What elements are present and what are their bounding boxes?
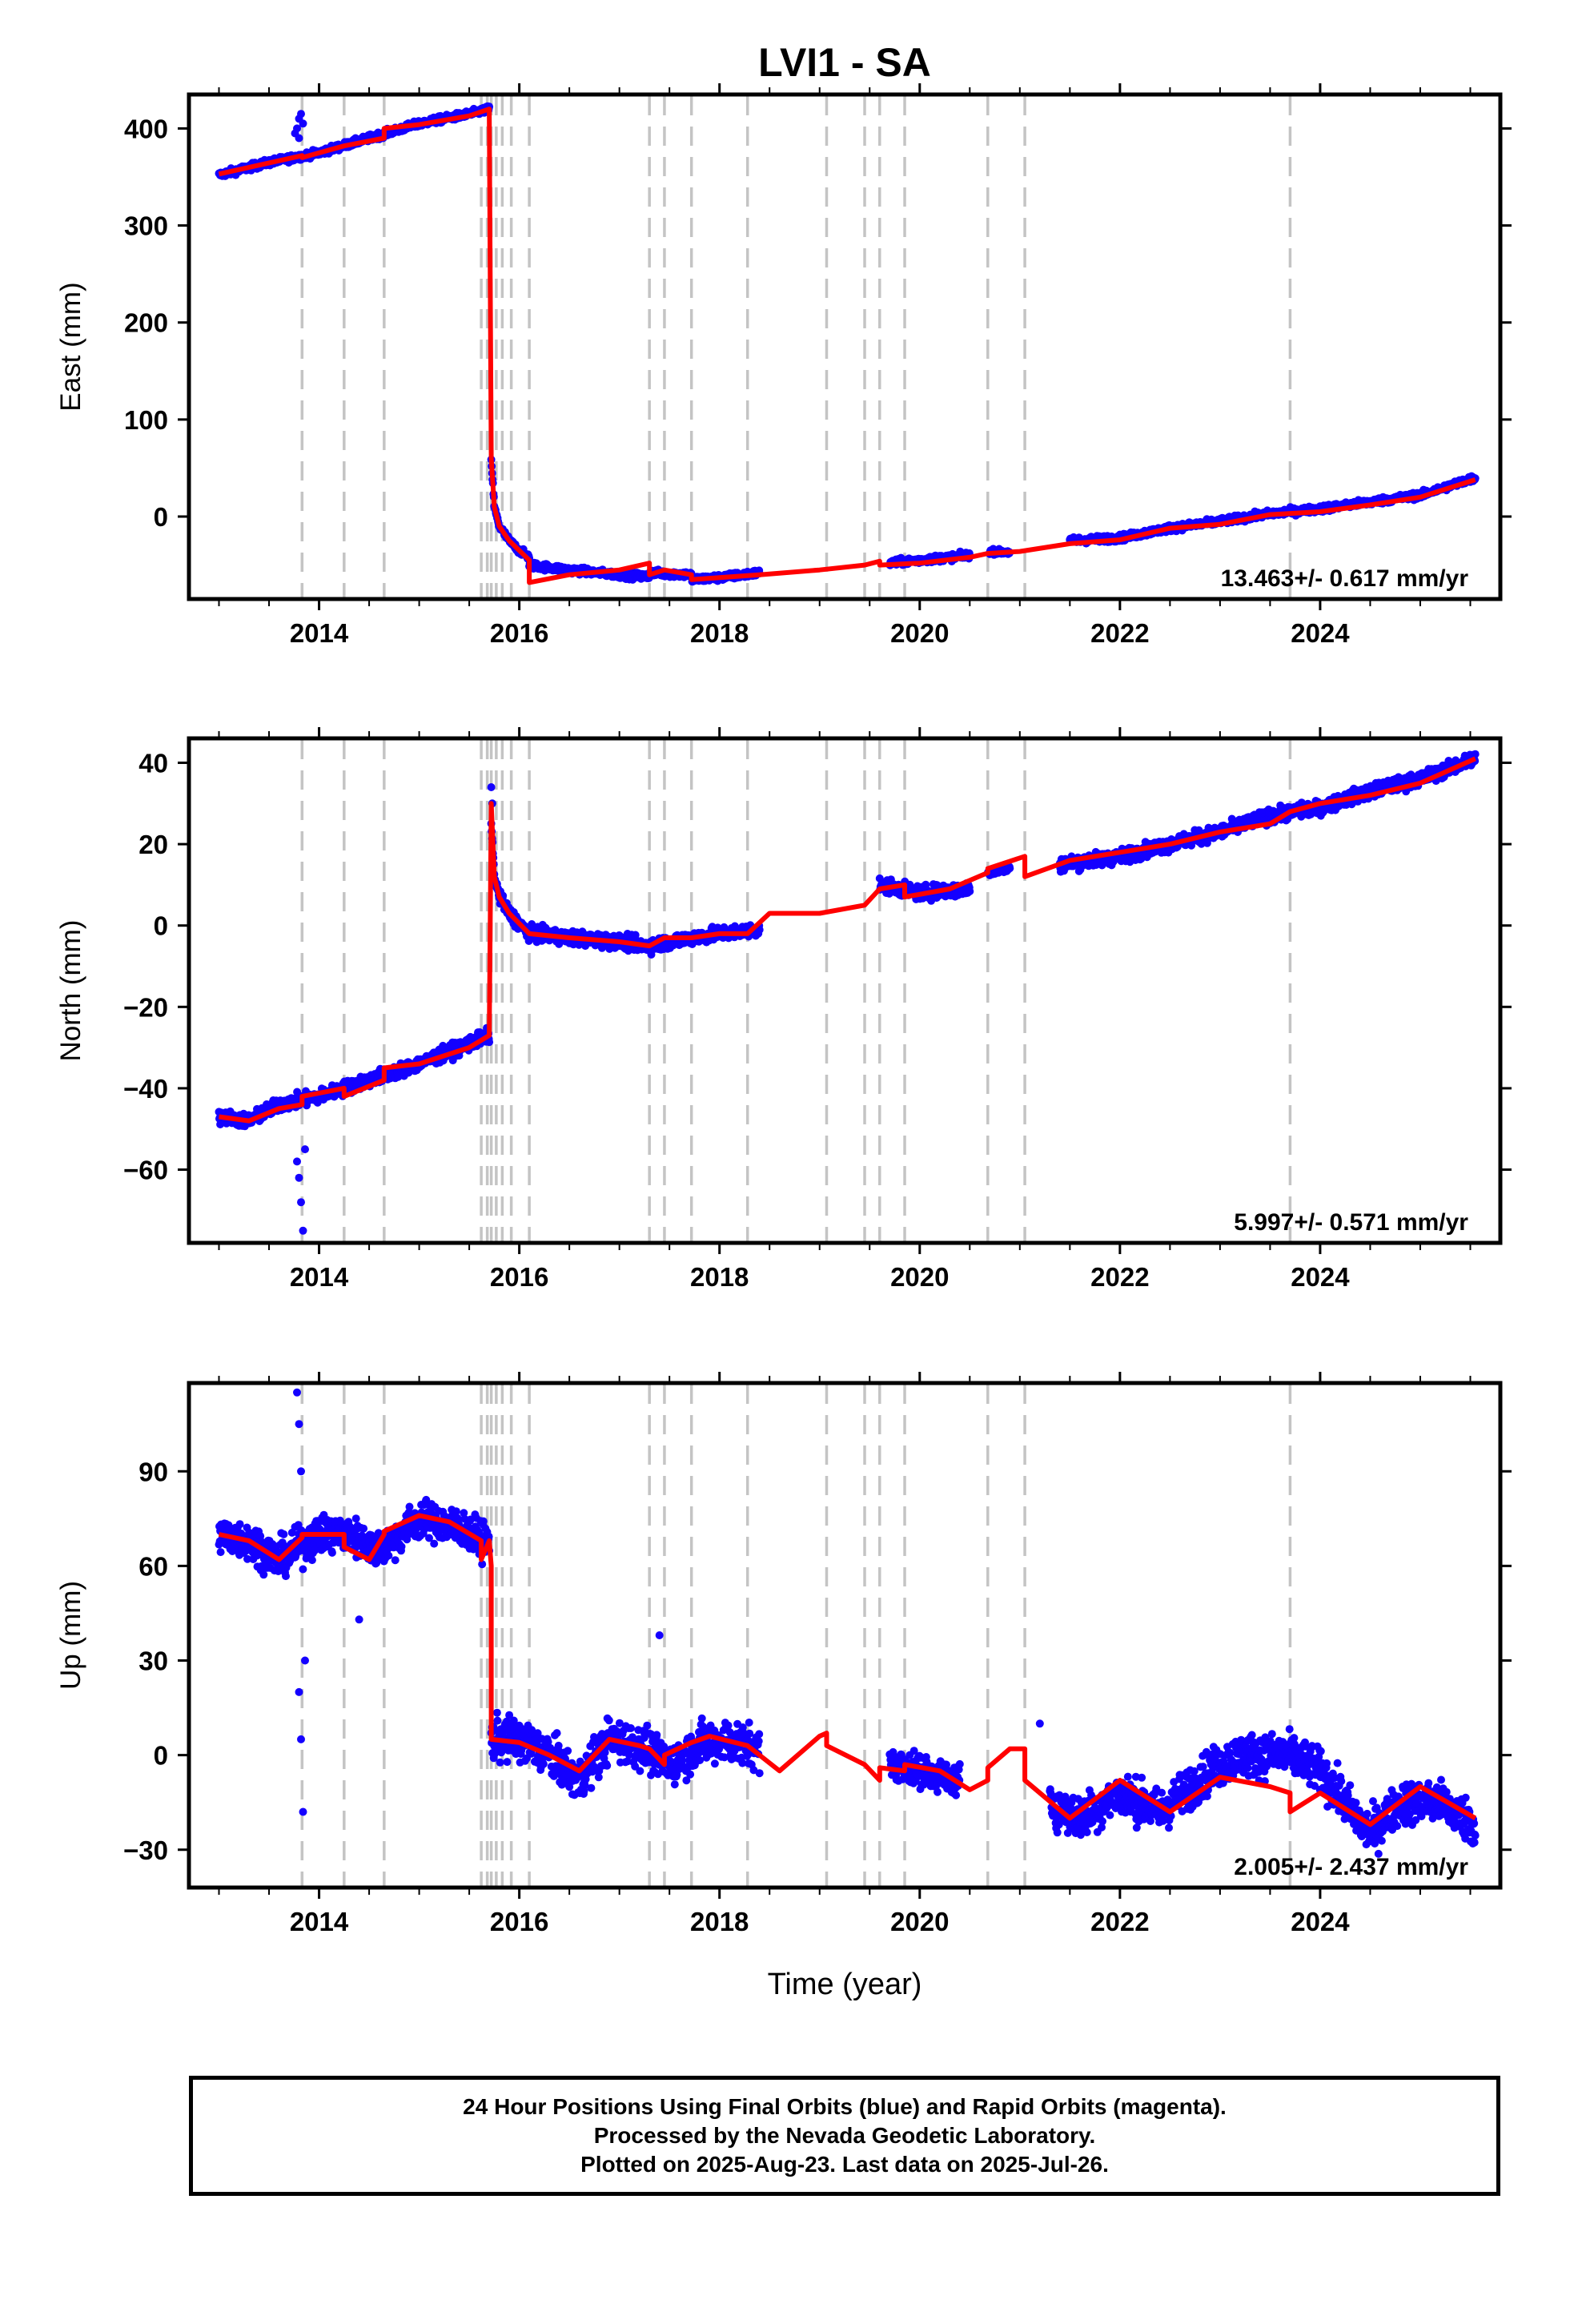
- north-data-point: [1006, 864, 1014, 873]
- east-model-fit-line: [218, 107, 1476, 585]
- east-x-tick-label: 2014: [290, 618, 349, 648]
- east-x-tick-label: 2016: [490, 618, 548, 648]
- north-panel: 2014 2016 2018 2020 2022 2024−60−40−2002040No…: [55, 727, 1512, 1292]
- east-x-tick-label: 2020: [890, 618, 949, 648]
- chart-title: LVI1 - SA: [758, 40, 931, 85]
- east-outlier-point: [297, 110, 305, 119]
- east-panel: 2014 2016 2018 2020 2022 2024 0 100 200 300 400 Eas…: [55, 83, 1512, 648]
- north-data-point: [394, 1072, 403, 1081]
- east-y-tick-label: 0: [154, 502, 168, 532]
- east-y-tick-label: 300: [124, 211, 168, 241]
- east-rate-label: 13.463+/- 0.617 mm/yr: [1221, 565, 1469, 592]
- east-y-axis-label: East (mm): [55, 282, 86, 411]
- east-outlier-point: [291, 129, 299, 138]
- east-y-tick-label: 400: [124, 114, 168, 143]
- east-event-lines: [300, 96, 1292, 597]
- north-data-point: [966, 887, 974, 895]
- east-outlier-point: [299, 119, 307, 128]
- east-plot-frame: [187, 92, 1503, 601]
- east-x-tick-label: 2018: [690, 618, 749, 648]
- north-event-lines: [300, 740, 1292, 1241]
- east-x-tick-label: 2022: [1090, 618, 1149, 648]
- east-y-tick-label: 100: [124, 405, 168, 435]
- east-y-tick-label: 200: [124, 308, 168, 338]
- east-x-tick-label: 2024: [1291, 618, 1350, 648]
